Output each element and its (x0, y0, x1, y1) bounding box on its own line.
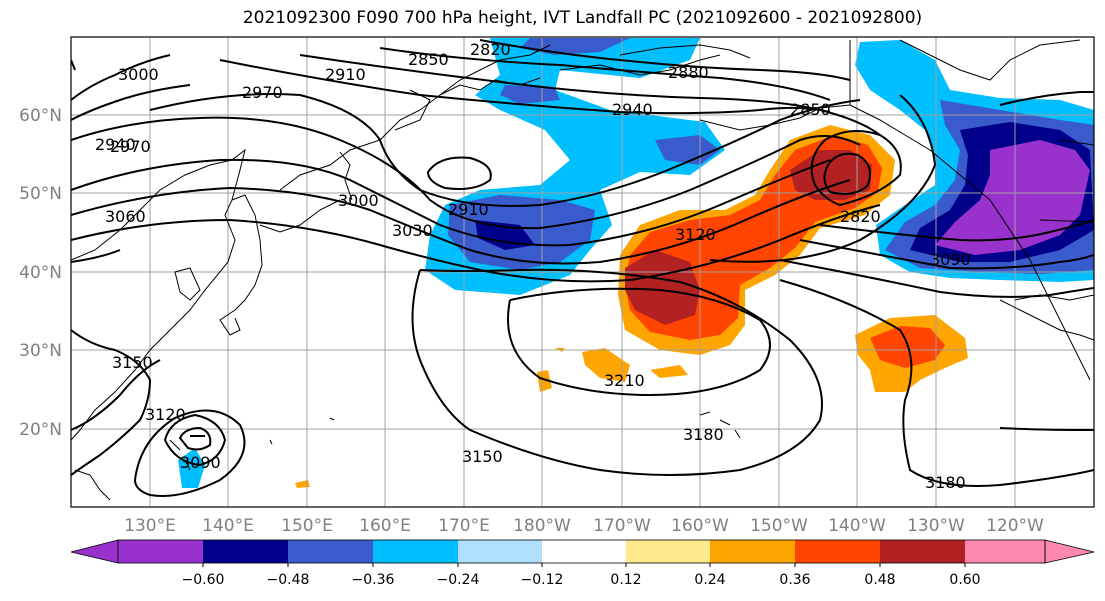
contour-label: 3000 (338, 191, 379, 210)
colorbar-tick-label: −0.36 (352, 572, 395, 588)
colorbar: −0.60 −0.48 −0.36 −0.24 −0.12 0.12 0.24 … (70, 539, 1095, 588)
lat-label: 30°N (19, 341, 62, 361)
lon-label: 180°W (513, 516, 571, 536)
contour-label: 3210 (604, 371, 645, 390)
colorbar-segment (965, 540, 1045, 563)
lat-label: 60°N (19, 106, 62, 126)
lon-label: 120°W (986, 516, 1044, 536)
contour-label: 3180 (925, 473, 966, 492)
contour-label: 3090 (930, 250, 971, 269)
colorbar-tick-label: −0.24 (437, 572, 480, 588)
lon-label: 130°W (907, 516, 965, 536)
contour-label: 2910 (448, 200, 489, 219)
colorbar-segment (373, 540, 458, 563)
lon-label: 150°W (750, 516, 808, 536)
contour-label: 3150 (462, 447, 503, 466)
contour-label: 2940 (95, 135, 136, 154)
colorbar-tick-label: −0.60 (182, 572, 225, 588)
contour-label: 2820 (840, 207, 881, 226)
colorbar-tick-label: 0.24 (694, 572, 725, 588)
contour-label: 3150 (112, 353, 153, 372)
contour-label: 3120 (145, 405, 186, 424)
contour-label: 2970 (242, 83, 283, 102)
colorbar-segment (118, 540, 203, 563)
colorbar-outline (117, 539, 1046, 564)
colorbar-tick-label: −0.12 (521, 572, 564, 588)
colorbar-segment (710, 540, 795, 563)
colorbar-extend-high (1044, 539, 1095, 564)
lat-label: 20°N (19, 420, 62, 440)
contour-label: 2880 (668, 63, 709, 82)
contour-label: 2940 (612, 100, 653, 119)
ivt-negative-region (935, 140, 1090, 255)
contour-label: 2970 (110, 137, 151, 156)
graticule (71, 37, 1094, 507)
map-frame (70, 36, 1095, 508)
colorbar-segment (795, 540, 880, 563)
lon-label: 130°E (124, 516, 176, 536)
colorbar-tick-label: 0.48 (864, 572, 895, 588)
contour-labels: 2820 2850 2880 2910 2940 2970 2850 3000 … (95, 40, 971, 492)
contour-label: 3000 (118, 65, 159, 84)
lon-label: 170°W (593, 516, 651, 536)
lat-label: 40°N (19, 263, 62, 283)
lat-label: 50°N (19, 184, 62, 204)
height-contours (71, 39, 1094, 497)
contour-label: 2820 (470, 40, 511, 59)
coastlines (71, 39, 1094, 501)
colorbar-tick-label: 0.12 (610, 572, 641, 588)
lon-label: 160°E (359, 516, 411, 536)
map-title: 2021092300 F090 700 hPa height, IVT Land… (242, 8, 923, 28)
colorbar-segment (626, 540, 710, 563)
lon-label: 160°W (671, 516, 729, 536)
colorbar-tick-label: 0.60 (949, 572, 980, 588)
ivt-negative-region (178, 448, 205, 488)
colorbar-segment (880, 540, 965, 563)
colorbar-segment (542, 540, 626, 563)
contour-label: 2850 (408, 50, 449, 69)
contour-label: 2910 (325, 65, 366, 84)
colorbar-segment (288, 540, 373, 563)
lon-label: 140°E (202, 516, 254, 536)
contour-label: 3060 (105, 207, 146, 226)
colorbar-segment (203, 540, 288, 563)
contour-label: 3090 (180, 453, 221, 472)
contour-label: 3120 (675, 225, 716, 244)
latitude-labels: 60°N 50°N 40°N 30°N 20°N (19, 106, 62, 440)
contour-label: 3030 (392, 221, 433, 240)
lon-label: 170°E (438, 516, 490, 536)
contour-label: 2850 (790, 100, 831, 119)
lon-label: 140°W (828, 516, 886, 536)
contour-label: 3180 (683, 425, 724, 444)
lon-label: 150°E (281, 516, 333, 536)
colorbar-extend-low (70, 539, 119, 564)
ivt-positive-region (295, 348, 688, 488)
longitude-labels: 130°E 140°E 150°E 160°E 170°E 180°W 170°… (124, 516, 1044, 536)
colorbar-tick-label: −0.48 (267, 572, 310, 588)
ivt-negative-region (448, 38, 720, 270)
colorbar-tick-label: 0.36 (779, 572, 810, 588)
colorbar-segment (458, 540, 542, 563)
